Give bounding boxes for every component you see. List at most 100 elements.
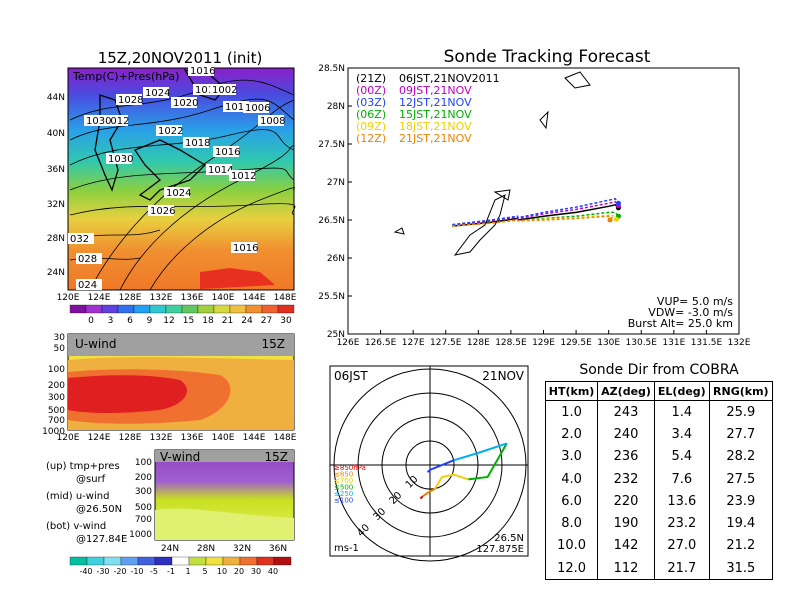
colorbar-swatch [213,304,231,314]
uwind-lon-label: 144E [243,433,266,443]
uwind-title: U-wind [75,337,116,351]
table-cell: 236 [597,445,655,468]
isobar-label: 1012 [231,171,256,182]
isobar-label-bg [243,102,269,113]
isobar-label: 1028 [118,95,143,106]
polar-segment [453,442,508,462]
polar-level-legend: ≥850hPa≤850≤700≤500≤250≤100 [334,464,366,505]
colorbar-label: 24 [241,316,253,326]
table-cell: 190 [597,512,655,535]
uwind-level-label: 300 [48,393,65,403]
vwind-lower [155,508,294,540]
table-cell: 12.0 [544,557,599,581]
table-cell: 28.2 [708,445,774,468]
legend-code: (00Z) [356,84,386,97]
polar-segment [426,459,455,473]
table-cell: 220 [597,490,655,513]
vwind-title: V-wind [160,450,200,464]
uwind-level-label: 700 [48,416,65,426]
isobar-label-bg [258,115,284,126]
tracking-lon-label: 128E [467,338,490,348]
wind-colorbar-swatch [239,556,258,566]
legend-bot: (bot) v-wind [46,521,106,532]
uwind-time: 15Z [262,337,286,351]
uwind-lon-axis: 120E 124E 128E 132E 136E 140E 144E 148E [57,433,297,443]
wind-colorbar-swatch [69,556,88,566]
wind-colorbar-label: -1 [167,567,175,576]
colorbar-swatch [181,304,199,314]
legend-up: (up) tmp+pres [46,461,120,472]
map-lat-label: 24N [47,268,65,278]
tracking-lat-label: 25N [327,330,345,340]
table-cell: 21.7 [653,557,710,581]
table-cell: 7.6 [653,467,710,491]
isobar-label-bg [213,146,239,157]
map-lon-label: 140E [212,293,235,303]
tracking-lat-label: 28N [327,102,345,112]
vup-text: VUP= 5.0 m/s [657,295,733,308]
coastline-islands [393,71,591,256]
uwind-lon-label: 124E [88,433,111,443]
tracking-lon-label: 131E [662,338,685,348]
colorbar-label: 21 [222,316,233,326]
isobar-label-bg [106,153,132,164]
temp-pressure-map: 15Z,20NOV2011 (init) Temp(C)+Pres(hPa) 1… [47,49,297,326]
vwind-time: 15Z [265,450,289,464]
tracking-lon-label: 128.5E [495,338,527,348]
vwind-level-label: 300 [135,487,152,497]
track-endpoint [615,200,621,206]
tracking-lat-label: 25.5N [318,292,345,302]
table-cell: 27.5 [708,467,774,491]
legend-code: (06Z) [356,108,386,121]
isobar-label: 1008 [260,116,285,127]
colorbar-swatch [69,304,87,314]
polar-frame [329,365,529,557]
isobar-label-bg [229,170,255,181]
sonde-dir-title: Sonde Dir from COBRA [579,362,739,378]
uwind-lon-label: 136E [181,433,204,443]
colorbar-label: 0 [88,316,94,326]
wind-colorbar-swatch [256,556,275,566]
polar-level-label: ≤100 [334,497,353,505]
legend-label: 18JST,21NOV [399,120,472,133]
table-cell: 13.6 [653,490,710,513]
map-lon-axis: 120E 124E 128E 132E 136E 140E 144E 148E [57,293,297,303]
tracking-panel: Sonde Tracking Forecast 28.5N 28N 27.5N 27N… [318,47,751,348]
vwind-level-label: 200 [135,473,152,483]
isobar-label: 1030 [86,116,111,127]
polar-lat: 26.5N [494,533,524,544]
isobar-label-bg [76,253,102,264]
isobar-label: 1020 [173,98,198,109]
isobar-label-bg [148,205,174,216]
isobar-label: 1030 [108,154,133,165]
isobar-labels: 1016101210281024102010121002101010061008… [68,65,285,291]
isobar-label: 032 [70,234,89,245]
legend-code: (03Z) [356,96,386,109]
colorbar-label: 27 [261,316,272,326]
uwind-lon-label: 120E [57,433,80,443]
tracking-lon-label: 127E [402,338,425,348]
tracking-legend: (21Z) 06JST,21NOV2011 (00Z) 09JST,21NOV (03Z… [356,72,500,145]
tracking-frame [347,67,740,335]
wind-colorbar-swatch [222,556,241,566]
isobar-label-bg [223,101,249,112]
table-cell: 10.0 [544,534,599,558]
map-lon-label: 136E [181,293,204,303]
sonde-dir-table: HT(km) AZ(deg) EL(deg) RNG(km) 1.0 243 1.4… [544,381,774,581]
map-lon-label: 124E [88,293,111,303]
isobar-label: 1024 [166,188,191,199]
wind-colorbar-swatch [171,556,190,566]
table-cell: 31.5 [708,557,774,581]
polar-level-label: ≤500 [334,484,353,492]
isobar-label-bg [183,137,209,148]
track-line [452,215,614,227]
legend-label: 21JST,21NOV [399,132,472,145]
polar-rings [330,366,528,562]
table-cell: 21.2 [708,534,774,558]
table-cell: 27.7 [708,423,774,446]
map-lon-label: 144E [243,293,266,303]
isobar-label: 024 [78,280,97,291]
wind-colorbar: -40 -30 -20 -10 -5 -1 1 5 10 20 30 40 [69,556,292,576]
polar-level-label: ≤850 [334,471,353,479]
